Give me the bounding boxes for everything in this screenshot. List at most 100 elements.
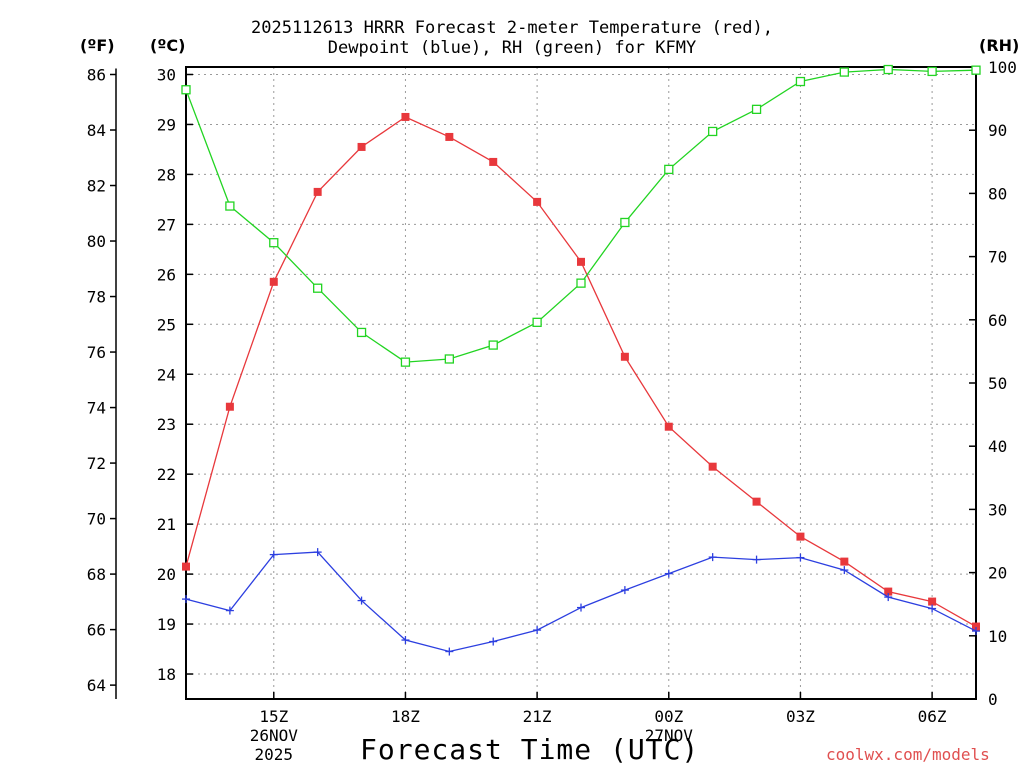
rh-tick-label: 80: [988, 184, 1007, 203]
rh-point: [927, 66, 937, 77]
dewpoint-point: [796, 553, 805, 562]
rh-tick-label: 10: [988, 627, 1007, 646]
rh-point: [444, 354, 454, 364]
dewpoint-point: [401, 636, 410, 645]
x-tick-label: 15Z: [259, 707, 288, 726]
fahrenheit-tick-label: 84: [87, 121, 106, 140]
temperature-point: [445, 132, 454, 141]
temperature-point: [182, 562, 190, 571]
temperature-point: [401, 112, 410, 121]
x-tick-label: 2025: [255, 745, 294, 764]
rh-point: [269, 238, 279, 248]
dewpoint-point: [620, 586, 629, 595]
dewpoint-point: [840, 566, 849, 575]
celsius-tick-label: 19: [157, 615, 176, 634]
x-axis-label: Forecast Time (UTC): [360, 733, 700, 766]
rh-tick-label: 60: [988, 311, 1007, 330]
celsius-tick-label: 23: [157, 415, 176, 434]
temperature-point: [225, 402, 234, 411]
rh-point: [532, 317, 542, 327]
rh-axis-unit: (RH): [979, 36, 1020, 55]
rh-point: [664, 164, 674, 175]
rh-point: [839, 67, 849, 77]
dewpoint-point: [445, 647, 454, 656]
celsius-tick-label: 21: [157, 515, 176, 534]
dewpoint-line: [185, 551, 977, 653]
fahrenheit-tick-label: 74: [87, 399, 106, 418]
series-layer: [181, 64, 981, 656]
rh-tick-label: 90: [988, 121, 1007, 140]
celsius-tick-label: 25: [157, 315, 176, 334]
temperature-point: [357, 142, 366, 151]
watermark: coolwx.com/models: [826, 745, 990, 764]
rh-point: [883, 64, 893, 75]
celsius-tick-label: 18: [157, 665, 176, 684]
chart-title-line-2: Dewpoint (blue), RH (green) for KFMY: [327, 38, 697, 58]
celsius-tick-label: 28: [157, 165, 176, 184]
celsius-tick-label: 24: [157, 365, 176, 384]
dewpoint-point: [533, 626, 542, 635]
dewpoint-point: [225, 606, 234, 615]
fahrenheit-tick-label: 68: [87, 565, 106, 584]
dewpoint-point: [752, 555, 761, 564]
dewpoint-point: [182, 595, 190, 604]
dewpoint-point: [708, 553, 717, 562]
temperature-point: [796, 532, 805, 541]
rh-point: [708, 126, 718, 137]
rh-point: [313, 283, 323, 293]
dewpoint-point: [269, 550, 278, 559]
fahrenheit-tick-label: 64: [87, 676, 106, 695]
rh-point: [356, 327, 367, 338]
celsius-axis-unit: (ºC): [150, 36, 186, 55]
fahrenheit-tick-label: 80: [87, 232, 106, 251]
chart-title-line-1: 2025112613 HRRR Forecast 2-meter Tempera…: [251, 18, 773, 38]
dewpoint-point: [489, 637, 498, 646]
fahrenheit-tick-label: 82: [87, 177, 106, 196]
axes-layer: [110, 66, 977, 700]
rh-point: [225, 201, 235, 211]
fahrenheit-tick-label: 70: [87, 510, 106, 529]
labels-layer: 64 66 68 70 72 74 76 78 80 82 84 86 18 19 20 21 22 23 24 25…: [87, 58, 1017, 764]
x-tick-label: 26NOV: [250, 726, 299, 745]
x-tick-label: 27NOV: [645, 726, 694, 745]
x-tick-label: 18Z: [391, 707, 420, 726]
temperature-point: [928, 597, 937, 606]
fahrenheit-axis-unit: (ºF): [80, 36, 115, 55]
dewpoint-point: [313, 548, 322, 557]
rh-point: [751, 104, 762, 114]
rh-line: [185, 68, 977, 363]
rh-tick-label: 70: [988, 248, 1007, 267]
dewpoint-point: [928, 604, 937, 613]
dewpoint-point: [972, 627, 980, 636]
x-tick-label: 03Z: [786, 707, 815, 726]
temperature-point: [664, 422, 673, 431]
temperature-line: [185, 116, 977, 628]
temperature-point: [533, 197, 542, 206]
temperature-point: [708, 462, 717, 471]
fahrenheit-tick-label: 78: [87, 288, 106, 307]
fahrenheit-tick-label: 86: [87, 65, 106, 84]
dewpoint-point: [664, 569, 673, 578]
fahrenheit-tick-label: 66: [87, 621, 106, 640]
rh-point: [620, 217, 630, 228]
rh-tick-label: 40: [988, 437, 1007, 456]
rh-tick-label: 100: [988, 58, 1017, 77]
temperature-point: [489, 157, 498, 166]
rh-point: [181, 85, 191, 95]
dewpoint-point: [357, 596, 366, 605]
dewpoint-point: [577, 603, 585, 612]
rh-point: [971, 65, 981, 75]
rh-tick-label: 20: [988, 564, 1007, 583]
temperature-point: [577, 257, 585, 266]
celsius-tick-label: 20: [157, 565, 176, 584]
temperature-point: [884, 587, 893, 596]
rh-point: [488, 340, 498, 350]
rh-point: [400, 357, 411, 367]
rh-point: [576, 278, 586, 288]
x-tick-label: 00Z: [654, 707, 683, 726]
celsius-tick-label: 30: [157, 65, 176, 84]
rh-tick-label: 0: [988, 690, 998, 709]
dewpoint-point: [884, 593, 893, 602]
fahrenheit-tick-label: 76: [87, 343, 106, 362]
